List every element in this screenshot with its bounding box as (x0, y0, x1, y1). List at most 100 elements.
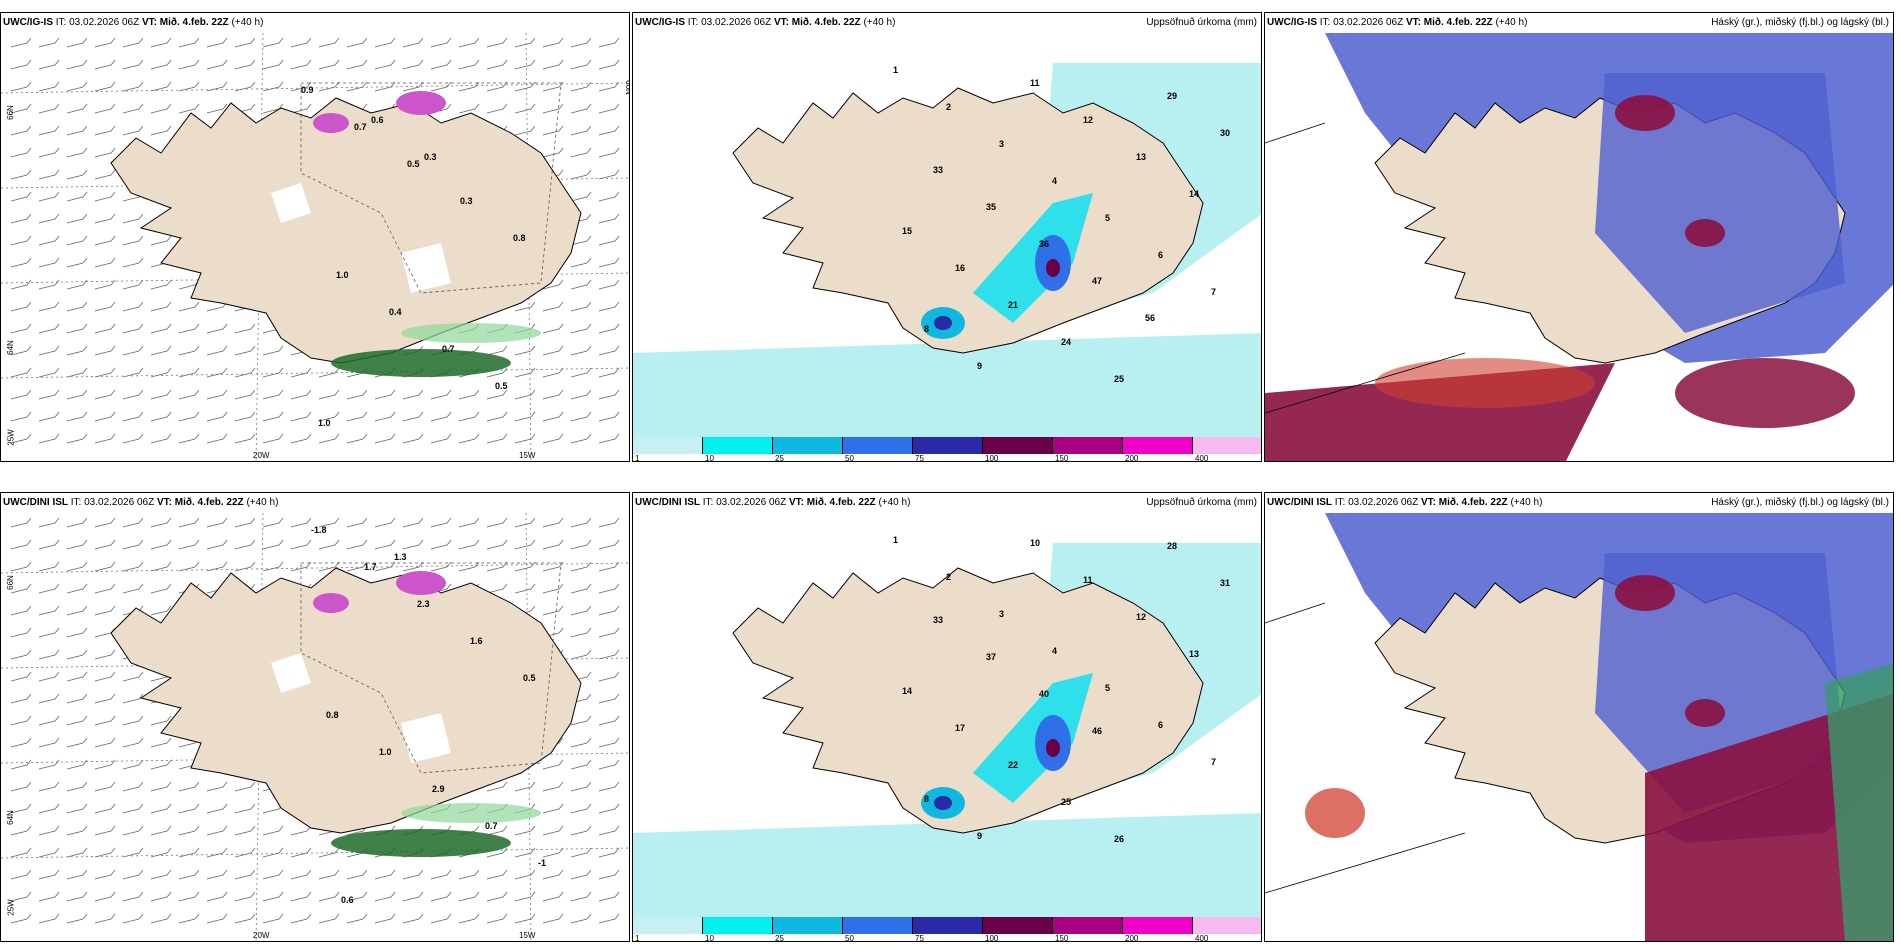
wind-barb (10, 235, 32, 246)
precip-patch (331, 349, 511, 377)
wind-barb (66, 803, 88, 814)
wind-barb (598, 411, 620, 422)
wind-barb (458, 913, 480, 924)
wind-barb (570, 301, 592, 312)
wind-barb (234, 913, 256, 924)
wind-barb (178, 869, 200, 880)
wind-barb (38, 37, 60, 48)
wind-barb (94, 301, 116, 312)
wind-barb (150, 891, 172, 902)
wind-barb (542, 847, 564, 858)
wind-barb (122, 103, 144, 114)
wind-barb (318, 81, 340, 92)
wind-barb (598, 913, 620, 924)
wind-barb (10, 323, 32, 334)
colorbar-tick: 50 (845, 934, 854, 942)
wind-barb (346, 517, 368, 528)
wind-barb (458, 539, 480, 550)
wind-barb (122, 583, 144, 594)
wind-barb (38, 649, 60, 660)
wind-barb (486, 913, 508, 924)
wind-barb (10, 715, 32, 726)
wind-barb (542, 323, 564, 334)
wind-barb (66, 737, 88, 748)
value-label: 0.9 (301, 85, 314, 95)
wind-barb (94, 693, 116, 704)
wind-barb (66, 869, 88, 880)
wind-barb (38, 147, 60, 158)
colorbar-tick: 150 (1055, 454, 1069, 462)
wind-barb (66, 213, 88, 224)
colorbar-cell (983, 437, 1053, 454)
wind-barb (178, 539, 200, 550)
wind-barb (570, 257, 592, 268)
wind-barb (122, 781, 144, 792)
wind-barb (598, 169, 620, 180)
value-label: 7 (1211, 757, 1216, 767)
wind-barb (458, 389, 480, 400)
wind-barb (458, 517, 480, 528)
value-label: -1 (538, 858, 546, 868)
graticule-line (1265, 122, 1326, 144)
wind-barb (10, 561, 32, 572)
wind-barb (290, 81, 312, 92)
value-label: 0.3 (460, 196, 473, 206)
wind-barb (318, 847, 340, 858)
precip-area-10mm (973, 193, 1093, 323)
wind-barb (94, 715, 116, 726)
wind-barb (290, 59, 312, 70)
wind-barb (66, 411, 88, 422)
value-label: 14 (1189, 189, 1199, 199)
wind-barb (178, 411, 200, 422)
wind-barb (598, 715, 620, 726)
wind-barb (346, 81, 368, 92)
colorbar-tick: 10 (705, 934, 714, 942)
map-wind: -1.8 1.7 2.3 1.6 0.5 0.8 1.0 2.9 0.7 -1 0.6 1.3 (1, 513, 629, 941)
lat-gridline (1, 367, 629, 379)
wind-barb (346, 913, 368, 924)
value-label: 35 (986, 202, 996, 212)
colorbar-tick: 75 (915, 934, 924, 942)
value-label: 13 (1136, 152, 1146, 162)
high-cloud-patch (1615, 575, 1675, 611)
value-label: 2 (946, 102, 951, 112)
wind-barb (486, 433, 508, 444)
wind-barb (94, 345, 116, 356)
wind-barb (38, 433, 60, 444)
colorbar-cell (843, 917, 913, 934)
wind-barb (66, 81, 88, 92)
wind-barb (122, 891, 144, 902)
wind-barb (94, 561, 116, 572)
precip-area-10mm (973, 673, 1093, 803)
wind-barb (514, 583, 536, 594)
value-label: 47 (1092, 276, 1102, 286)
colorbar-cell (633, 917, 703, 934)
wind-barb (10, 389, 32, 400)
value-label: 33 (933, 165, 943, 175)
wind-barb (10, 213, 32, 224)
wind-barb (262, 891, 284, 902)
wind-barb (206, 59, 228, 70)
wind-barb (486, 389, 508, 400)
value-label: 29 (1167, 91, 1177, 101)
wind-barb (570, 59, 592, 70)
value-label: 25 (1114, 374, 1124, 384)
wind-barb (66, 781, 88, 792)
wind-barb (290, 913, 312, 924)
wind-barb (598, 345, 620, 356)
wind-barb (374, 433, 396, 444)
wind-barb (598, 583, 620, 594)
value-label: 1.0 (336, 270, 349, 280)
wind-barb (598, 539, 620, 550)
glacier-area (401, 713, 451, 763)
wind-barb (66, 649, 88, 660)
wind-barb (150, 847, 172, 858)
lat-gridline (1, 82, 629, 94)
wind-barb (598, 125, 620, 136)
wind-barb (234, 323, 256, 334)
lat-label-65n-right: 66N (623, 80, 630, 95)
wind-barb (262, 345, 284, 356)
glacier-area (271, 183, 311, 223)
wind-barb (458, 81, 480, 92)
value-label: 33 (933, 615, 943, 625)
